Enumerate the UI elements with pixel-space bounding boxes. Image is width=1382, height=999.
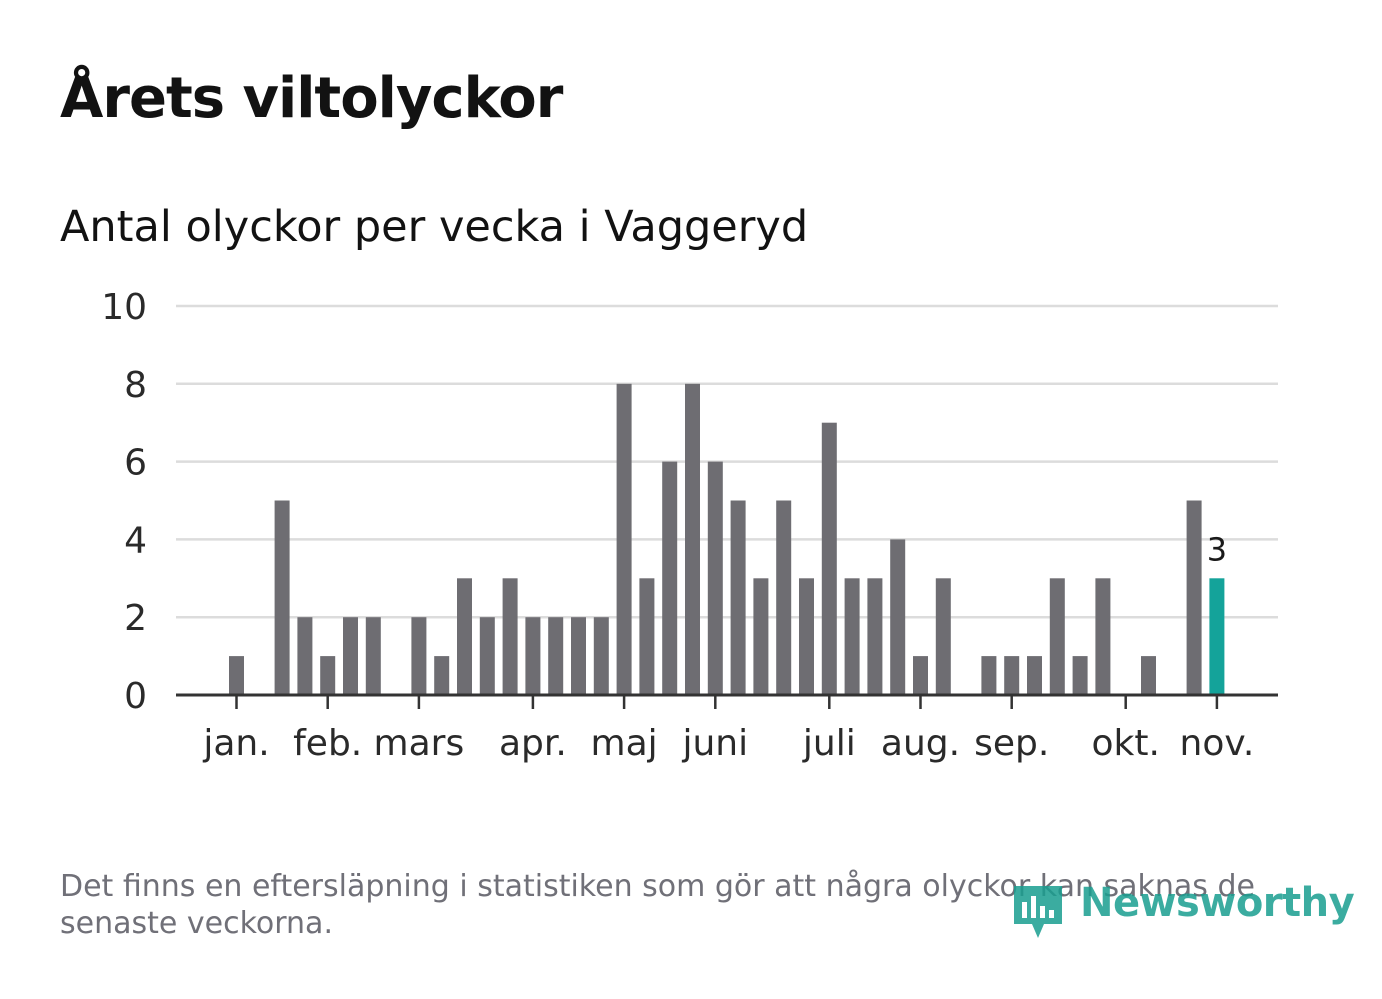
bar	[685, 383, 700, 695]
bar	[935, 578, 951, 695]
y-tick-label: 0	[124, 676, 147, 717]
bar	[616, 383, 632, 695]
bar	[1141, 656, 1156, 695]
bar	[548, 617, 564, 695]
bar	[730, 500, 746, 695]
bar	[844, 578, 860, 695]
bar	[1095, 578, 1111, 695]
bar	[1049, 578, 1065, 695]
y-tick-label: 4	[124, 520, 147, 561]
bar	[776, 500, 792, 695]
bar	[297, 617, 313, 695]
x-tick-label: juni	[681, 723, 748, 764]
x-axis: jan. feb. mars apr. maj juni juli aug. sep. okt. n…	[176, 693, 1278, 764]
highlight-bar	[1209, 578, 1225, 695]
x-tick-label: maj	[591, 723, 658, 764]
data-labels: 3	[1207, 530, 1227, 568]
bars	[229, 383, 1225, 695]
bar	[913, 656, 928, 695]
bar	[1186, 500, 1202, 695]
brand-name: Newsworthy	[1080, 880, 1355, 926]
bar	[457, 578, 472, 695]
bar	[639, 578, 655, 695]
y-tick-label: 8	[124, 365, 147, 406]
bar	[707, 461, 723, 695]
gridlines	[176, 304, 1278, 619]
bar	[1027, 656, 1042, 695]
bar	[525, 617, 541, 695]
bar	[479, 617, 495, 695]
bar	[890, 539, 906, 695]
bar	[343, 617, 358, 695]
chart-title: Årets viltolyckor	[60, 66, 563, 131]
bar	[1004, 656, 1020, 695]
y-tick-label: 6	[124, 443, 147, 484]
bar	[434, 656, 450, 695]
x-tick-label: sep.	[974, 723, 1049, 764]
y-tick-label: 2	[124, 598, 147, 639]
x-tick-label: jan.	[202, 723, 269, 764]
y-tick-label: 10	[101, 287, 147, 328]
x-tick-label: okt.	[1091, 723, 1159, 764]
highlight-value-label: 3	[1207, 530, 1227, 568]
newsworthy-logo-icon	[1014, 886, 1062, 938]
bar	[593, 617, 609, 695]
bar	[229, 656, 244, 695]
bar	[867, 578, 883, 695]
x-tick-label: mars	[374, 723, 465, 764]
x-tick-label: feb.	[293, 723, 362, 764]
bar	[411, 617, 427, 695]
bar	[274, 500, 290, 695]
x-tick-label: juli	[802, 723, 856, 764]
bar	[502, 578, 518, 695]
bar	[753, 578, 769, 695]
y-axis-ticks: 0 2 4 6 8 10	[101, 287, 147, 717]
bar	[799, 578, 814, 695]
bar	[1072, 656, 1088, 695]
chart-subtitle: Antal olyckor per vecka i Vaggeryd	[60, 202, 809, 252]
bar	[571, 617, 586, 695]
x-tick-label: nov.	[1180, 723, 1255, 764]
x-tick-label: apr.	[499, 723, 567, 764]
newsworthy-logo: Newsworthy	[1010, 876, 1355, 946]
x-tick-label: aug.	[881, 723, 960, 764]
bar	[981, 656, 997, 695]
bar	[662, 461, 678, 695]
bar	[320, 656, 336, 695]
bar	[365, 617, 381, 695]
bar	[821, 422, 837, 695]
